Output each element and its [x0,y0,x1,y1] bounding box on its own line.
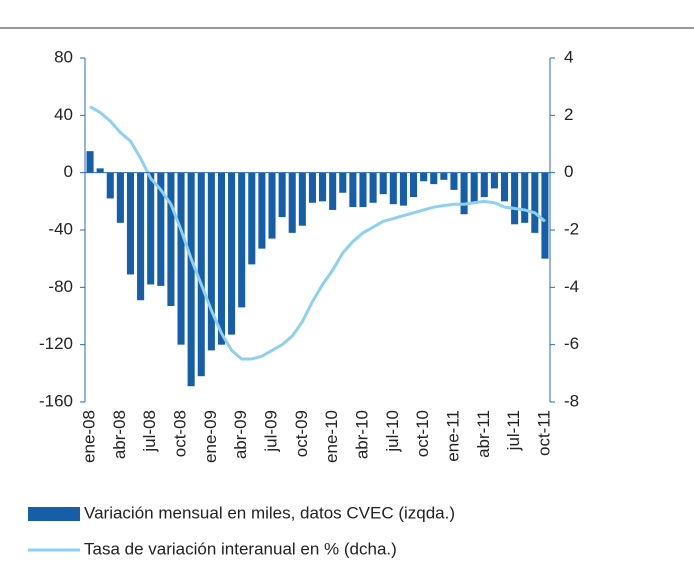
bar [187,172,195,387]
bar [389,172,397,205]
bar [359,172,367,208]
bar [116,172,124,223]
bar [460,172,468,215]
bar [147,172,155,285]
x-tick-label: ene-09 [201,410,220,463]
bar [450,172,458,190]
y2-tick-label: -4 [564,277,579,296]
bar [521,172,529,223]
bar [228,172,236,335]
bar [106,172,114,199]
bar [207,172,215,351]
x-tick-label: oct-10 [413,410,432,457]
bar [480,172,488,198]
legend-label: Variación mensual en miles, datos CVEC (… [84,503,455,522]
bar [399,172,407,206]
y2-tick-label: -2 [564,219,579,238]
bar [177,172,185,345]
bar [500,172,509,202]
x-tick-label: abr-11 [474,410,493,458]
bar [490,172,498,189]
bar [248,172,256,265]
bar [86,151,94,173]
legend-label: Tasa de variación interanual en % (dcha.… [84,539,397,558]
x-tick-label: ene-10 [322,410,341,463]
bar [308,172,316,203]
x-tick-label: oct-09 [292,410,311,457]
y2-tick-label: 4 [564,47,573,66]
line [89,105,546,361]
bar [379,172,387,195]
bar [96,168,104,173]
bar [339,172,347,193]
y-tick-label: -40 [48,219,73,238]
bar [319,172,327,202]
y-tick-label: 40 [54,105,73,124]
bar [430,172,438,185]
bar [369,172,377,203]
y-tick-label: -120 [39,334,73,353]
x-tick-label: abr-08 [110,410,129,459]
bar [167,172,175,306]
bar [440,172,448,180]
x-tick-label: abr-10 [352,410,371,459]
bar [157,172,165,286]
bar [470,172,478,203]
bar [420,172,428,182]
bar [126,172,135,275]
y-tick-label: -80 [48,277,73,296]
bar [268,172,276,239]
bar [349,172,357,208]
x-tick-label: ene-11 [443,410,462,462]
legend-swatch [28,507,80,521]
bar [329,172,337,210]
x-tick-label: oct-08 [171,410,190,457]
y2-tick-label: -6 [564,334,579,353]
bar [258,172,266,249]
bar [298,172,306,226]
y-tick-label: -160 [39,391,73,410]
x-tick-label: jul-10 [383,410,402,453]
bar [217,172,226,345]
bar [541,172,549,259]
y2-tick-label: -8 [564,391,579,410]
x-tick-label: jul-08 [140,410,159,453]
y2-tick-label: 0 [564,162,573,181]
bar [531,172,539,233]
y-tick-label: 80 [54,47,73,66]
x-tick-label: jul-11 [504,410,523,451]
x-tick-label: ene-08 [80,410,99,463]
bar [511,172,519,225]
x-tick-label: abr-09 [231,410,250,459]
bar [137,172,145,301]
bar [288,172,296,233]
y2-tick-label: 2 [564,105,573,124]
x-tick-label: oct-11 [534,410,553,456]
y-tick-label: 0 [64,162,73,181]
bar [238,172,246,308]
bar [197,172,205,377]
bar [278,172,286,218]
bar [409,172,418,198]
x-tick-label: jul-09 [261,410,280,453]
